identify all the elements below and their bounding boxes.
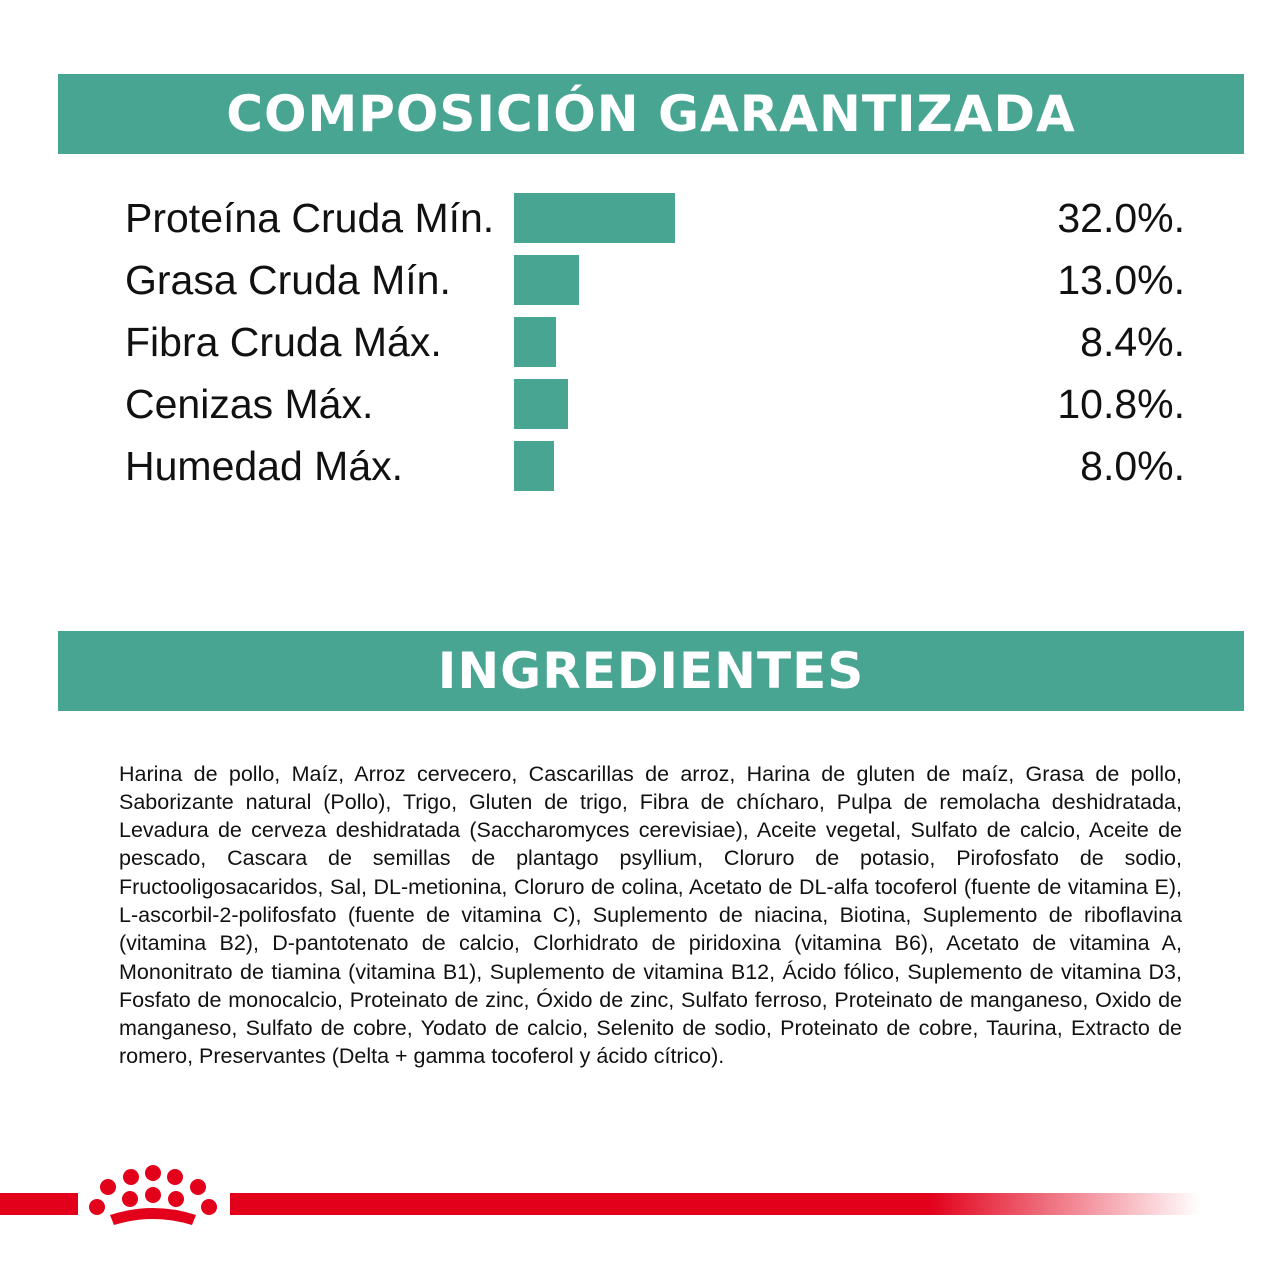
bar [514, 379, 568, 429]
chart-row-cenizas-max: Cenizas Máx. 10.8%. [125, 379, 1185, 429]
bar [514, 255, 579, 305]
composition-title: COMPOSICIÓN GARANTIZADA [226, 85, 1076, 143]
ingredients-text: Harina de pollo, Maíz, Arroz cervecero, … [119, 761, 1182, 1069]
category-label: Grasa Cruda Mín. [125, 257, 451, 303]
value-label: 8.4%. [1080, 319, 1185, 365]
composition-banner: COMPOSICIÓN GARANTIZADA [58, 74, 1244, 154]
bar [514, 193, 675, 243]
chart-row-fibra-cruda-max: Fibra Cruda Máx. 8.4%. [125, 317, 1185, 367]
value-label: 8.0%. [1080, 443, 1185, 489]
bar [514, 317, 556, 367]
category-label: Fibra Cruda Máx. [125, 319, 442, 365]
crown-icon [89, 1165, 217, 1225]
category-label: Cenizas Máx. [125, 381, 374, 427]
chart-row-humedad-max: Humedad Máx. 8.0%. [125, 441, 1185, 491]
category-label: Humedad Máx. [125, 443, 404, 489]
value-label: 10.8%. [1057, 381, 1185, 427]
value-label: 32.0%. [1057, 195, 1185, 241]
bar [514, 441, 554, 491]
chart-row-grasa-cruda-min: Grasa Cruda Mín. 13.0%. [125, 255, 1185, 305]
category-label: Proteína Cruda Mín. [125, 195, 495, 241]
footer-line-right [230, 1193, 1200, 1215]
chart-row-proteina-cruda-min: Proteína Cruda Mín. 32.0%. [125, 193, 1185, 243]
value-label: 13.0%. [1057, 257, 1185, 303]
footer-line-left [0, 1193, 78, 1215]
ingredients-title: INGREDIENTES [437, 642, 865, 700]
ingredients-banner: INGREDIENTES [58, 631, 1244, 711]
